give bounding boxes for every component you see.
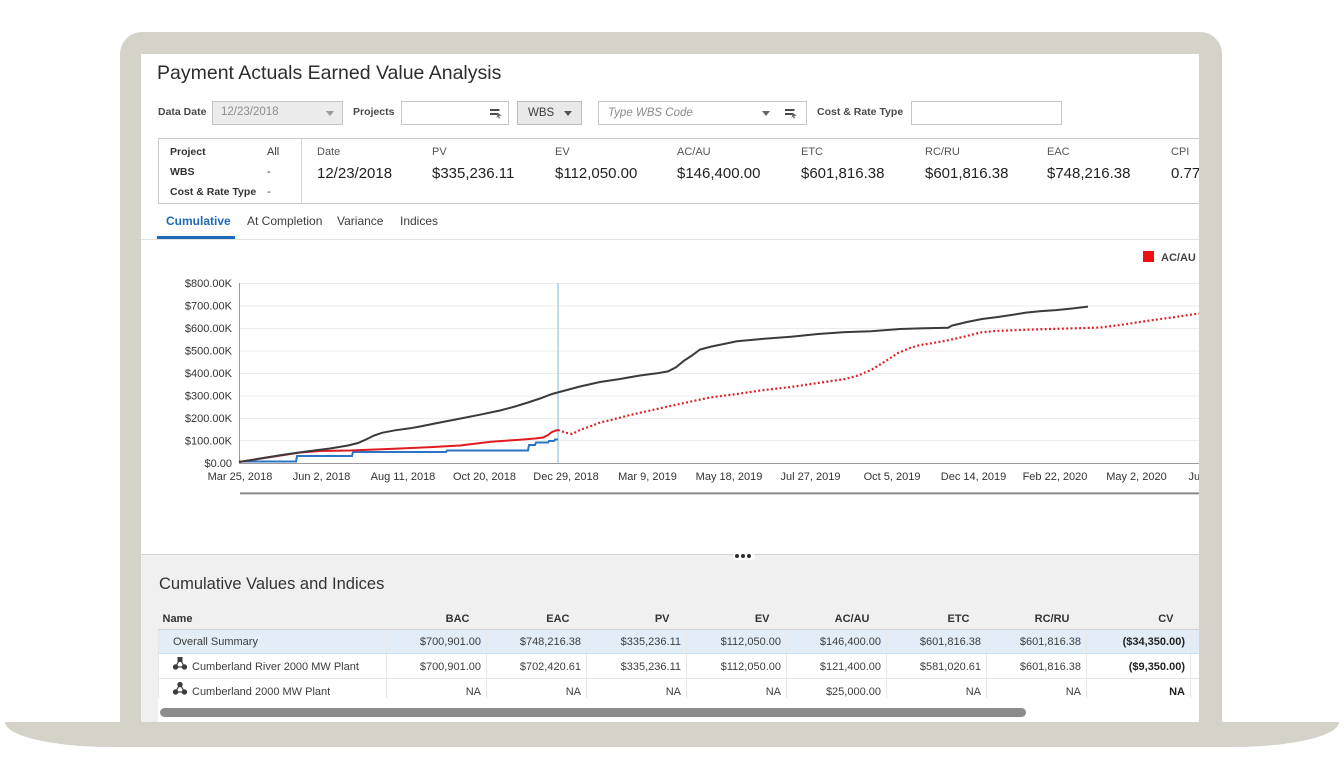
svg-text:Oct 20, 2018: Oct 20, 2018	[453, 471, 516, 483]
svg-text:$500.00K: $500.00K	[185, 346, 233, 358]
svg-text:$100.00K: $100.00K	[185, 436, 233, 448]
svg-text:Aug 11, 2018: Aug 11, 2018	[371, 471, 436, 483]
svg-text:$0.00: $0.00	[204, 458, 232, 470]
svg-text:Dec 29, 2018: Dec 29, 2018	[533, 471, 598, 483]
svg-text:Feb 22, 2020: Feb 22, 2020	[1023, 471, 1088, 483]
svg-text:May 18, 2019: May 18, 2019	[696, 471, 763, 483]
svg-text:$800.00K: $800.00K	[185, 278, 233, 290]
svg-text:Mar 9, 2019: Mar 9, 2019	[618, 471, 677, 483]
svg-text:$600.00K: $600.00K	[185, 323, 233, 335]
svg-text:Dec 14, 2019: Dec 14, 2019	[941, 471, 1006, 483]
svg-text:Jul 11, 2020: Jul 11, 2020	[1188, 471, 1199, 483]
svg-text:$300.00K: $300.00K	[185, 391, 233, 403]
svg-text:Jun 2, 2018: Jun 2, 2018	[293, 471, 351, 483]
svg-text:$400.00K: $400.00K	[185, 368, 233, 380]
svg-text:Oct 5, 2019: Oct 5, 2019	[864, 471, 921, 483]
svg-text:Mar 25, 2018: Mar 25, 2018	[208, 471, 273, 483]
svg-text:Jul 27, 2019: Jul 27, 2019	[781, 471, 841, 483]
svg-text:$200.00K: $200.00K	[185, 413, 233, 425]
svg-text:May 2, 2020: May 2, 2020	[1106, 471, 1167, 483]
svg-text:$700.00K: $700.00K	[185, 301, 233, 313]
